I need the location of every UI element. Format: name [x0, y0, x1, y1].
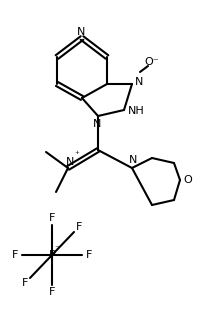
Text: N: N	[77, 27, 85, 37]
Text: N: N	[66, 157, 74, 167]
Text: N: N	[93, 119, 101, 129]
Text: NH: NH	[128, 106, 144, 116]
Text: F: F	[86, 250, 92, 260]
Text: N: N	[129, 155, 137, 165]
Text: F: F	[76, 222, 82, 232]
Text: O⁻: O⁻	[145, 57, 159, 67]
Text: ⁻: ⁻	[55, 245, 59, 253]
Text: F: F	[12, 250, 18, 260]
Text: F: F	[49, 213, 55, 223]
Text: F: F	[49, 287, 55, 297]
Text: F: F	[22, 278, 28, 288]
Text: P: P	[49, 250, 55, 260]
Text: O: O	[184, 175, 192, 185]
Text: ⁺: ⁺	[75, 150, 79, 160]
Text: N: N	[135, 77, 143, 87]
